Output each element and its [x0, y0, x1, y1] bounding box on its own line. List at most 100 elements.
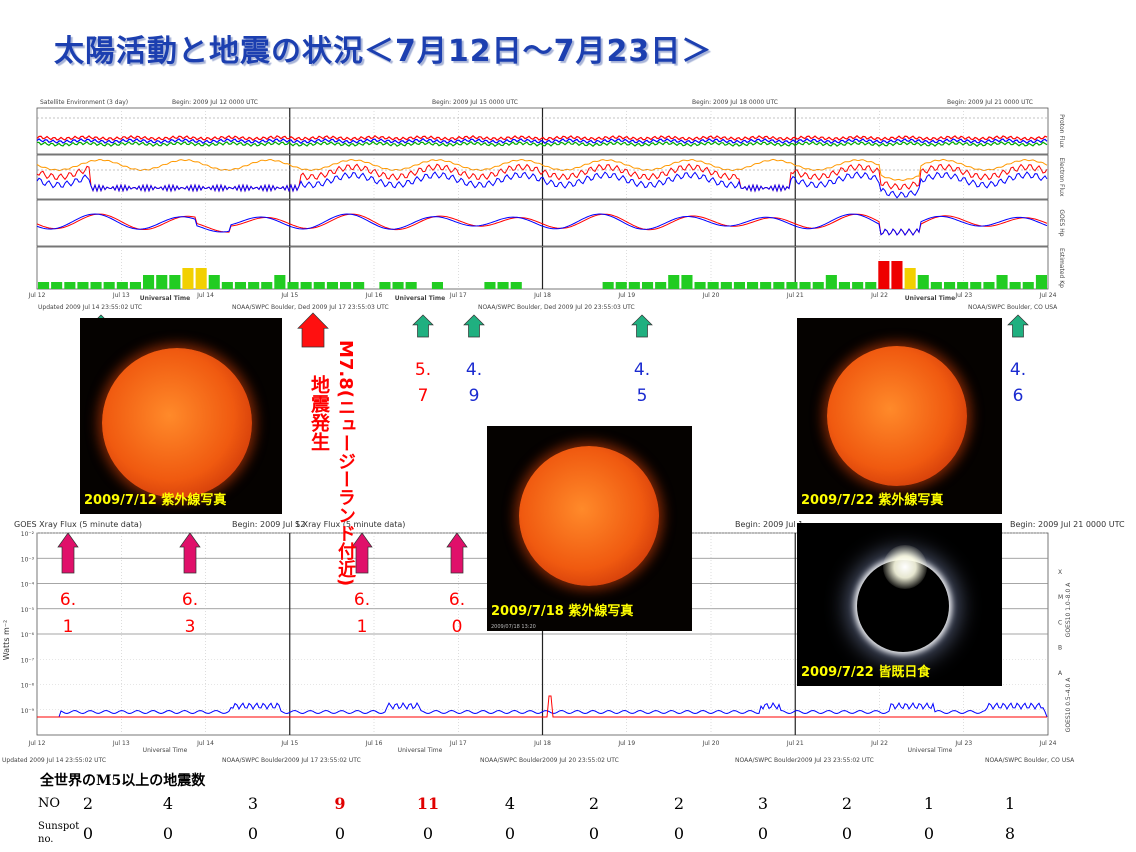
kp-bar — [234, 282, 246, 289]
marker-value: 4. — [634, 360, 650, 380]
marker-value: 4. — [1010, 360, 1026, 380]
xray-footer: NOAA/SWPC Boulder, CO USA — [985, 757, 1075, 764]
electron-flux-line — [36, 158, 1048, 182]
sat-x-tick: Jul 18 — [533, 292, 551, 299]
proton-flux-line — [36, 135, 1048, 141]
xray-x-tick: Jul 21 — [786, 740, 804, 747]
sat-axis-title: Universal Time — [395, 295, 445, 302]
kp-bar — [287, 282, 299, 289]
xray-axis-title: Universal Time — [908, 747, 953, 754]
sunspot-count-cell: 0 — [588, 824, 600, 843]
kp-bar — [64, 282, 76, 289]
sunspot-count-cell: 0 — [422, 824, 434, 843]
sat-x-tick: Jul 24 — [1039, 292, 1057, 299]
xray-x-tick: Jul 14 — [196, 740, 214, 747]
kp-bar — [760, 282, 772, 289]
kp-bar — [143, 275, 155, 289]
kp-bar — [510, 282, 522, 289]
xray-class-label: C — [1058, 619, 1062, 626]
sun-uv-image-jul12 — [102, 348, 252, 498]
kp-bar — [116, 282, 128, 289]
kp-bar — [484, 282, 496, 289]
earthquake-count-cell: 2 — [588, 794, 600, 813]
photo-timestamp: 2009/07/18 13:20 — [491, 624, 536, 630]
sunspot-count-cell: 0 — [841, 824, 853, 843]
quake-text: 地震発生 — [308, 375, 330, 451]
row-label-no: NO — [38, 796, 61, 811]
kp-bar — [720, 282, 732, 289]
kp-bar — [261, 282, 273, 289]
kp-bar — [497, 282, 509, 289]
kp-bar — [878, 261, 890, 289]
photo-jul18: 2009/7/18 紫外線写真 2009/07/18 13:20 — [487, 426, 692, 631]
goes-hp-line — [36, 213, 1048, 236]
xray-marker-value: 3 — [185, 617, 196, 637]
earthquake-count-cell: 3 — [247, 794, 259, 813]
xray-footer: NOAA/SWPC Boulder2009 Jul 17 23:55:02 UT… — [222, 757, 361, 764]
kp-bar — [733, 282, 745, 289]
kp-bar — [1009, 282, 1021, 289]
sat-side-label: Estimated Kp — [1058, 248, 1065, 288]
sat-footer: NOAA/SWPC Boulder, Ded 2009 Jul 17 23:55… — [232, 304, 389, 311]
xray-ytick: 10⁻⁸ — [21, 683, 35, 690]
marker-value: 9 — [469, 386, 480, 406]
kp-bar — [707, 282, 719, 289]
xray-long-trace — [37, 701, 1048, 718]
quake-vertical-label: 地震発生 — [308, 375, 331, 451]
kp-bar — [221, 282, 233, 289]
photo-caption: 2009/7/22 皆既日食 — [801, 665, 931, 680]
sat-header-begin: Begin: 2009 Jul 15 0000 UTC — [432, 99, 518, 106]
sat-x-tick: Jul 21 — [786, 292, 804, 299]
kp-bar — [313, 282, 325, 289]
proton-flux-line — [36, 141, 1048, 147]
sunspot-count-cell: 0 — [82, 824, 94, 843]
xray-axis-title: Universal Time — [398, 747, 443, 754]
xray-header-title: GOES Xray Flux (5 minute data) — [14, 520, 142, 529]
xray-axis-title: Universal Time — [143, 747, 188, 754]
goes-hp-line — [36, 213, 1048, 236]
sat-x-tick: Jul 23 — [954, 292, 972, 299]
xray-ytick: 10⁻⁵ — [21, 607, 35, 614]
kp-bar — [957, 282, 969, 289]
sat-header-begin: Begin: 2009 Jul 21 0000 UTC — [947, 99, 1033, 106]
kp-bar — [917, 275, 929, 289]
xray-right-label-blue: GOES10 0.5–4.0 A — [1065, 677, 1072, 733]
earthquake-count-cell: 1 — [1004, 794, 1016, 813]
xray-ytick: 10⁻² — [21, 531, 35, 538]
sunspot-count-cell: 8 — [1004, 824, 1016, 843]
xray-header-begin-4: Begin: 2009 Jul 21 0000 UTC — [1010, 520, 1125, 529]
marker-value: 7 — [418, 386, 429, 406]
kp-bar — [681, 275, 693, 289]
xray-x-tick: Jul 22 — [870, 740, 888, 747]
kp-bar — [773, 282, 785, 289]
sunspot-count-cell: 0 — [757, 824, 769, 843]
xray-marker-value: 6. — [182, 590, 198, 610]
kp-bar — [274, 275, 286, 289]
kp-bar — [300, 282, 312, 289]
kp-arrow-green — [412, 314, 434, 338]
kp-bar — [812, 282, 824, 289]
sunspot-count-cell: 0 — [247, 824, 259, 843]
xray-footer: Updated 2009 Jul 14 23:55:02 UTC — [2, 757, 106, 764]
kp-bar — [642, 282, 654, 289]
kp-bar — [930, 282, 942, 289]
kp-bar — [602, 282, 614, 289]
kp-bar — [340, 282, 352, 289]
kp-bar — [694, 282, 706, 289]
proton-flux-line — [36, 138, 1048, 145]
m78-vertical-label: M7.8(ニュージーランド付近) — [335, 340, 358, 586]
xray-x-tick: Jul 20 — [702, 740, 720, 747]
xray-flare-arrow — [351, 532, 373, 574]
earthquake-count-cell: 2 — [82, 794, 94, 813]
earthquake-count-cell: 4 — [504, 794, 516, 813]
page-title: 太陽活動と地震の状況＜7月12日～7月23日＞ — [54, 34, 713, 69]
kp-bar — [1035, 275, 1047, 289]
row-label-sunspot-a: Sunspot — [38, 821, 80, 832]
sat-x-tick: Jul 14 — [196, 292, 214, 299]
kp-bar — [628, 282, 640, 289]
xray-class-label: A — [1058, 670, 1063, 677]
kp-bar — [799, 282, 811, 289]
kp-bar — [944, 282, 956, 289]
kp-bar — [668, 275, 680, 289]
xray-marker-value: 1 — [63, 617, 74, 637]
